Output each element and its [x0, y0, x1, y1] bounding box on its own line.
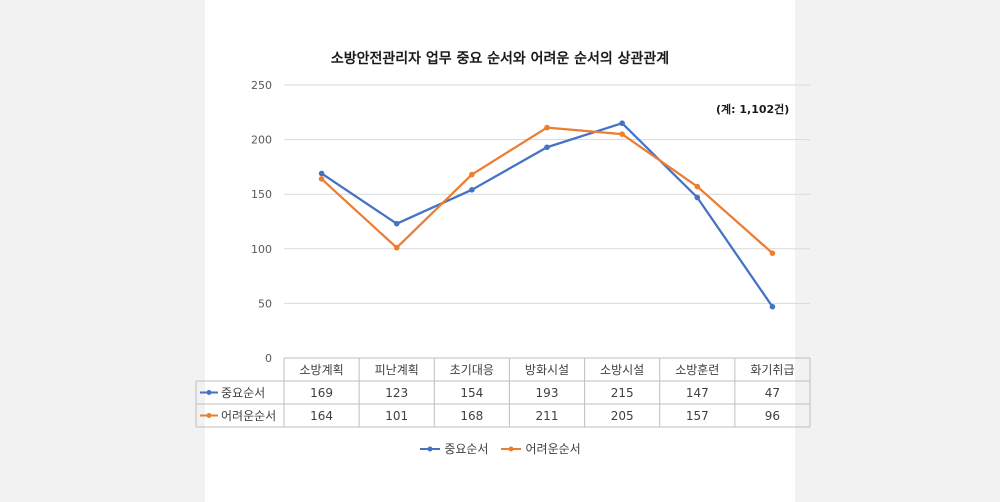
table-value: 168 — [460, 409, 483, 423]
legend-item: 어려운순서 — [500, 440, 581, 457]
data-point — [469, 187, 475, 193]
data-point — [393, 220, 400, 227]
right-margin — [795, 0, 1000, 502]
y-tick-label: 200 — [251, 134, 272, 147]
left-margin — [0, 0, 205, 502]
chart-legend: 중요순서 어려운순서 — [0, 440, 1000, 457]
table-value: 123 — [385, 386, 408, 400]
data-point — [769, 250, 776, 256]
category-label: 소방계획 — [299, 363, 343, 377]
table-value: 147 — [686, 386, 709, 400]
data-point — [544, 144, 550, 151]
chart-title: 소방안전관리자 업무 중요 순서와 어려운 순서의 상관관계 — [330, 51, 670, 67]
data-point — [769, 303, 776, 310]
category-label: 초기대응 — [450, 363, 494, 377]
y-tick-label: 100 — [251, 243, 272, 256]
table-series-name: 중요순서 — [221, 386, 265, 400]
y-tick-label: 150 — [251, 188, 272, 201]
total-count-note: (계: 1,102건) — [716, 103, 790, 116]
y-tick-label: 250 — [251, 79, 272, 92]
table-value: 96 — [765, 409, 780, 423]
legend-item: 중요순서 — [419, 440, 488, 457]
table-value: 157 — [686, 409, 709, 423]
table-value: 193 — [536, 386, 559, 400]
data-point — [318, 176, 325, 182]
data-point — [619, 120, 625, 127]
category-label: 화기취급 — [750, 363, 794, 377]
y-tick-label: 0 — [265, 352, 272, 365]
table-value: 211 — [536, 409, 559, 423]
legend-label: 어려운순서 — [525, 442, 581, 456]
table-value: 215 — [611, 386, 634, 400]
data-point — [619, 131, 625, 137]
data-point — [694, 194, 701, 201]
data-point — [393, 244, 400, 251]
data-point — [318, 170, 325, 177]
table-value: 47 — [765, 386, 780, 400]
table-value: 205 — [611, 409, 634, 423]
table-legend-marker — [206, 390, 212, 395]
table-value: 169 — [310, 386, 333, 400]
data-point — [694, 183, 701, 190]
table-value: 101 — [385, 409, 408, 423]
table-series-name: 어려운순서 — [221, 409, 276, 423]
table-value: 154 — [460, 386, 483, 400]
legend-key — [501, 446, 522, 451]
category-label: 방화시설 — [525, 363, 569, 377]
data-point — [469, 171, 475, 178]
legend-key — [420, 446, 441, 451]
category-label: 소방시설 — [600, 363, 644, 377]
table-value: 164 — [310, 409, 333, 423]
table-legend-marker — [206, 413, 212, 418]
data-point — [544, 124, 550, 131]
category-label: 피난계획 — [375, 363, 419, 377]
y-tick-label: 50 — [258, 297, 272, 310]
category-label: 소방훈련 — [675, 363, 719, 377]
series-line — [320, 122, 774, 308]
legend-label: 중요순서 — [444, 442, 489, 456]
